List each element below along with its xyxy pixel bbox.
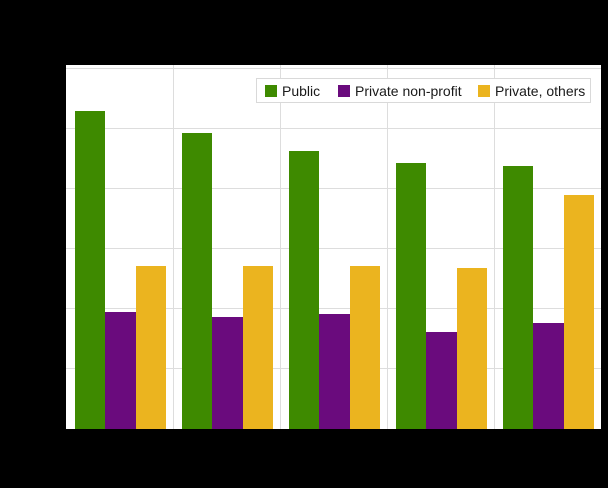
h-gridline [66, 188, 601, 189]
legend-label-public: Public [282, 82, 321, 99]
private-others-swatch-icon [478, 84, 490, 97]
bar-public [502, 166, 534, 429]
private-non-profit-swatch-icon [338, 84, 350, 97]
v-gridline [387, 65, 388, 429]
plot-area: Public Private non-profit Private, other… [66, 65, 601, 429]
h-gridline [66, 248, 601, 249]
bar-public [395, 163, 427, 429]
h-gridline [66, 308, 601, 309]
bar-private-non-profit [212, 317, 243, 429]
bar-private-non-profit [426, 332, 457, 429]
public-swatch-icon [265, 84, 277, 97]
legend-label-private-others: Private, others [495, 82, 586, 99]
legend-item-private-non-profit: Private non-profit [338, 79, 462, 102]
bar-private-non-profit [319, 314, 350, 429]
legend-item-public: Public [265, 79, 320, 102]
legend-item-private-others: Private, others [478, 79, 585, 102]
bar-private-others [242, 266, 274, 429]
legend: Public Private non-profit Private, other… [256, 78, 591, 103]
h-gridline [66, 68, 601, 69]
v-gridline [173, 65, 174, 429]
bar-private-others [456, 268, 488, 429]
bar-private-others [563, 195, 595, 429]
legend-label-private-non-profit: Private non-profit [355, 82, 462, 99]
bar-private-others [349, 266, 381, 429]
bar-private-non-profit [533, 323, 564, 429]
bar-public [181, 133, 213, 429]
v-gridline [494, 65, 495, 429]
bar-private-others [135, 266, 167, 429]
bar-public [74, 111, 106, 429]
h-gridline [66, 128, 601, 129]
bar-public [288, 151, 320, 429]
v-gridline [280, 65, 281, 429]
bar-private-non-profit [105, 312, 136, 429]
